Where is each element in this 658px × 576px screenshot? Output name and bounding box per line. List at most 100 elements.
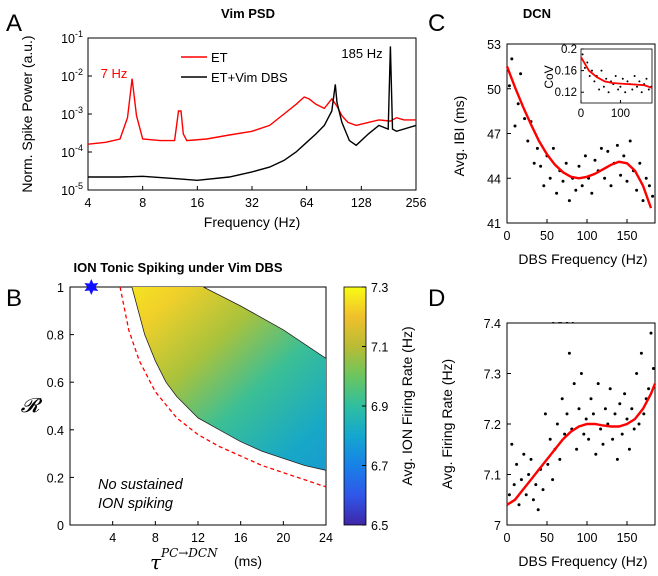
- data-point: [567, 199, 571, 203]
- data-point: [608, 387, 612, 391]
- inset-data-point: [645, 77, 648, 80]
- y-tick-label: 10-1: [61, 29, 83, 46]
- data-point: [603, 407, 607, 411]
- y-tick-label: 0.2: [47, 471, 64, 485]
- data-point: [584, 417, 588, 421]
- data-point: [519, 478, 523, 482]
- data-point: [510, 442, 514, 446]
- data-point: [622, 154, 626, 158]
- data-point: [580, 184, 584, 188]
- data-point: [628, 139, 632, 143]
- panel-b-title: ION Tonic Spiking under Vim DBS: [74, 260, 283, 275]
- data-point: [589, 397, 593, 401]
- data-point: [627, 447, 631, 451]
- no-spiking-note-line2: ION spiking: [98, 496, 173, 512]
- y-tick-label: 44: [487, 172, 501, 186]
- panel-label-c: C: [428, 10, 445, 37]
- inset-data-point: [631, 88, 634, 91]
- y-tick-label: 7.2: [484, 418, 501, 432]
- data-point: [609, 184, 613, 188]
- y-tick-label: 0.4: [47, 424, 64, 438]
- data-point: [546, 462, 550, 466]
- panel-a-title: Vim PSD: [221, 6, 275, 21]
- data-point: [548, 437, 552, 441]
- data-point: [582, 432, 586, 436]
- inset-data-point: [633, 75, 636, 77]
- y-tick-label: 10-3: [61, 105, 83, 122]
- data-point: [561, 179, 565, 183]
- inset-data-point: [583, 66, 586, 69]
- data-point: [579, 372, 583, 375]
- data-point: [618, 402, 622, 406]
- data-point: [599, 427, 603, 431]
- x-tick-label: 20: [276, 531, 290, 545]
- panel-b-ylabel: 𝓡: [21, 393, 43, 417]
- data-point: [565, 412, 569, 416]
- x-tick-label: 12: [191, 531, 205, 545]
- inset-x-tick-label: 0: [578, 108, 584, 120]
- data-point: [599, 146, 603, 150]
- data-point: [635, 372, 639, 375]
- data-point: [548, 176, 552, 180]
- data-point: [591, 412, 595, 416]
- data-point: [563, 432, 567, 436]
- data-point: [590, 191, 594, 195]
- data-point: [635, 188, 639, 192]
- data-point: [642, 412, 646, 416]
- xlabel-units: (ms): [234, 553, 262, 569]
- x-tick-label: 24: [319, 531, 333, 545]
- data-point: [596, 382, 600, 386]
- data-point: [620, 432, 624, 436]
- x-tick-label: 16: [234, 531, 248, 545]
- data-point: [558, 457, 562, 461]
- data-point: [613, 412, 617, 416]
- inset-data-point: [614, 75, 617, 77]
- inset-data-point: [638, 80, 641, 83]
- data-point: [606, 149, 610, 153]
- panel-a-ylabel: Norm. Spike Power (a.u.): [19, 35, 35, 192]
- data-point: [619, 173, 623, 177]
- data-point: [567, 351, 571, 355]
- panel-c-dcn: DCN 0 50 100 150 41 44 47 50 53 DBS Frequency (H…: [451, 6, 656, 267]
- inset-data-point: [647, 88, 650, 91]
- data-point: [572, 382, 576, 386]
- colorbar-label: Avg. ION Firing Rate (Hz): [399, 326, 415, 485]
- data-point: [594, 452, 598, 456]
- data-point: [542, 184, 546, 188]
- x-tick-label: 0: [504, 229, 511, 243]
- data-point: [527, 473, 531, 476]
- inset-data-point: [640, 91, 643, 94]
- data-point: [539, 164, 543, 168]
- data-point: [519, 72, 523, 76]
- inset-y-tick-label: 0.12: [555, 87, 577, 99]
- x-tick-label: 150: [617, 531, 638, 545]
- series-line-et-vim-dbs: [88, 46, 417, 182]
- data-point: [551, 146, 555, 150]
- data-point: [583, 154, 587, 158]
- legend-label-et-vim-dbs: ET+Vim DBS: [211, 70, 288, 85]
- data-point: [510, 57, 514, 61]
- inset-data-point: [605, 77, 608, 80]
- y-tick-label: 10-4: [61, 143, 83, 160]
- data-point: [564, 161, 568, 165]
- inset-data-point: [617, 88, 620, 91]
- data-point: [507, 493, 511, 497]
- colorbar-tick-label: 6.9: [371, 400, 388, 414]
- y-tick-label: 7.4: [484, 317, 501, 331]
- x-tick-label: 64: [300, 196, 314, 210]
- data-point: [651, 367, 655, 370]
- panel-label-d: D: [428, 285, 445, 312]
- data-point: [625, 179, 629, 183]
- data-point: [577, 164, 581, 168]
- data-point: [625, 417, 629, 421]
- inset-data-point: [593, 80, 596, 83]
- data-point: [630, 407, 634, 411]
- y-tick-label: 41: [487, 217, 501, 231]
- data-point: [641, 199, 645, 203]
- inset-data-point: [586, 61, 589, 64]
- inset-data-point: [600, 69, 603, 72]
- data-point: [555, 191, 559, 195]
- x-tick-label: 150: [617, 229, 638, 243]
- y-tick-label: 7.3: [484, 368, 501, 382]
